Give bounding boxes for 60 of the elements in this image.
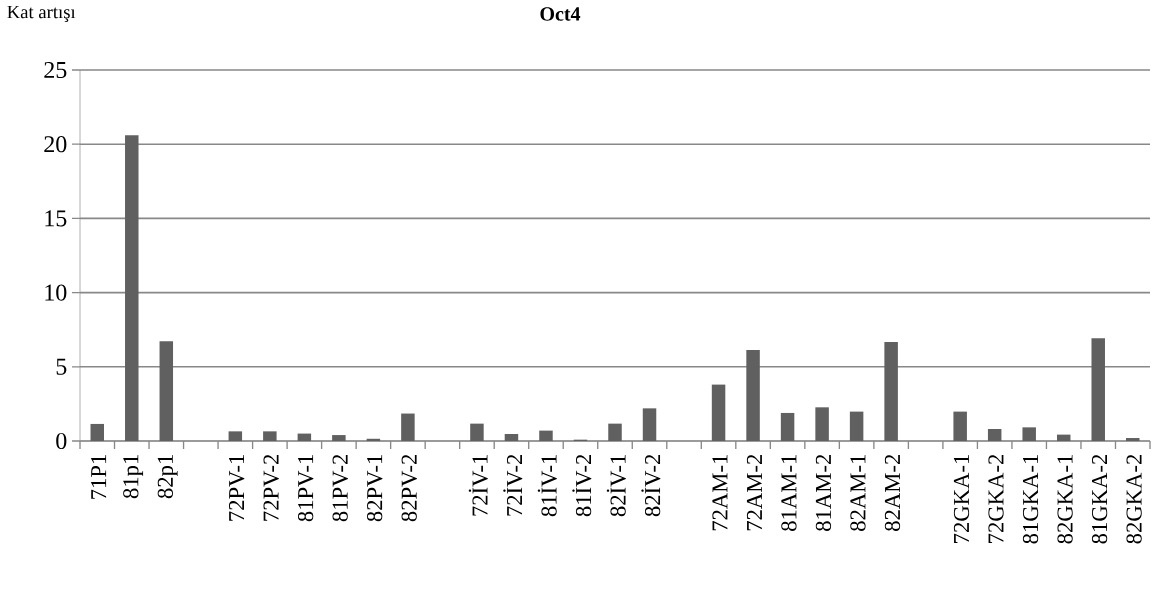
x-tick-label: 72PV-2 (263, 454, 279, 521)
x-tick-label: 82PV-1 (367, 455, 383, 522)
y-tick-label: 10 (45, 284, 67, 301)
x-tick-label: 82AM-1 (850, 455, 866, 531)
x-tick-label: 82GKA-2 (1126, 454, 1142, 544)
bar (332, 435, 346, 441)
x-tick-label: 72GKA-1 (953, 455, 970, 543)
y-tick-label: 0 (56, 432, 67, 450)
bar (815, 407, 829, 441)
bar (953, 411, 967, 441)
bar (470, 423, 484, 441)
bar (849, 411, 864, 441)
y-tick-label: 5 (56, 358, 67, 375)
x-tick-label: 71P1 (91, 455, 107, 499)
y-axis-title: Kat artışı (7, 5, 76, 23)
x-tick-label: 82İV-1 (606, 455, 626, 517)
bar (1091, 338, 1105, 441)
x-tick-label: 81PV-2 (332, 454, 348, 522)
x-tick-label: 72AM-2 (746, 454, 762, 531)
x-tick-label: 81PV-1 (297, 455, 314, 522)
x-tick-label: 82p1 (157, 455, 178, 499)
x-tick-label: 72İV-2 (503, 454, 523, 516)
bar (1022, 427, 1036, 441)
bar (401, 413, 415, 441)
bar (884, 342, 898, 441)
bar (608, 423, 622, 441)
x-tick-label: 72AM-1 (712, 455, 728, 531)
bar (263, 431, 277, 441)
bar (159, 341, 174, 441)
bar (987, 428, 1002, 441)
x-tick-label: 82AM-2 (884, 454, 901, 531)
bar (90, 423, 105, 441)
bar (746, 350, 760, 441)
x-tick-label: 72GKA-2 (988, 454, 1004, 543)
x-tick-label: 72İV-1 (468, 455, 488, 516)
x-tick-label: 82PV-2 (401, 454, 417, 522)
bar (297, 433, 312, 441)
x-tick-label: 82GKA-1 (1057, 455, 1073, 544)
x-tick-label: 81GKA-2 (1091, 454, 1108, 544)
bar (711, 384, 726, 441)
x-tick-label: 81GKA-1 (1022, 455, 1039, 544)
bar (780, 412, 795, 441)
x-tick-label: 81İV-2 (572, 454, 592, 517)
x-tick-label: 72PV-1 (228, 455, 245, 521)
chart-title: Oct4 (540, 7, 581, 21)
bar (228, 431, 243, 441)
bar (125, 135, 139, 441)
x-tick-label: 81AM-2 (815, 454, 832, 531)
x-tick-label: 82İV-2 (641, 454, 661, 517)
x-tick-label: 81AM-1 (781, 455, 797, 531)
bar (504, 434, 519, 441)
x-tick-label: 81p1 (123, 455, 144, 499)
bar (1126, 438, 1140, 441)
bar (642, 408, 657, 441)
y-tick-label: 15 (45, 210, 67, 227)
y-tick-label: 25 (44, 61, 67, 79)
bar (1056, 434, 1071, 441)
x-tick-label: 81İV-1 (537, 455, 557, 517)
bar (539, 430, 553, 441)
y-tick-label: 20 (44, 136, 67, 153)
